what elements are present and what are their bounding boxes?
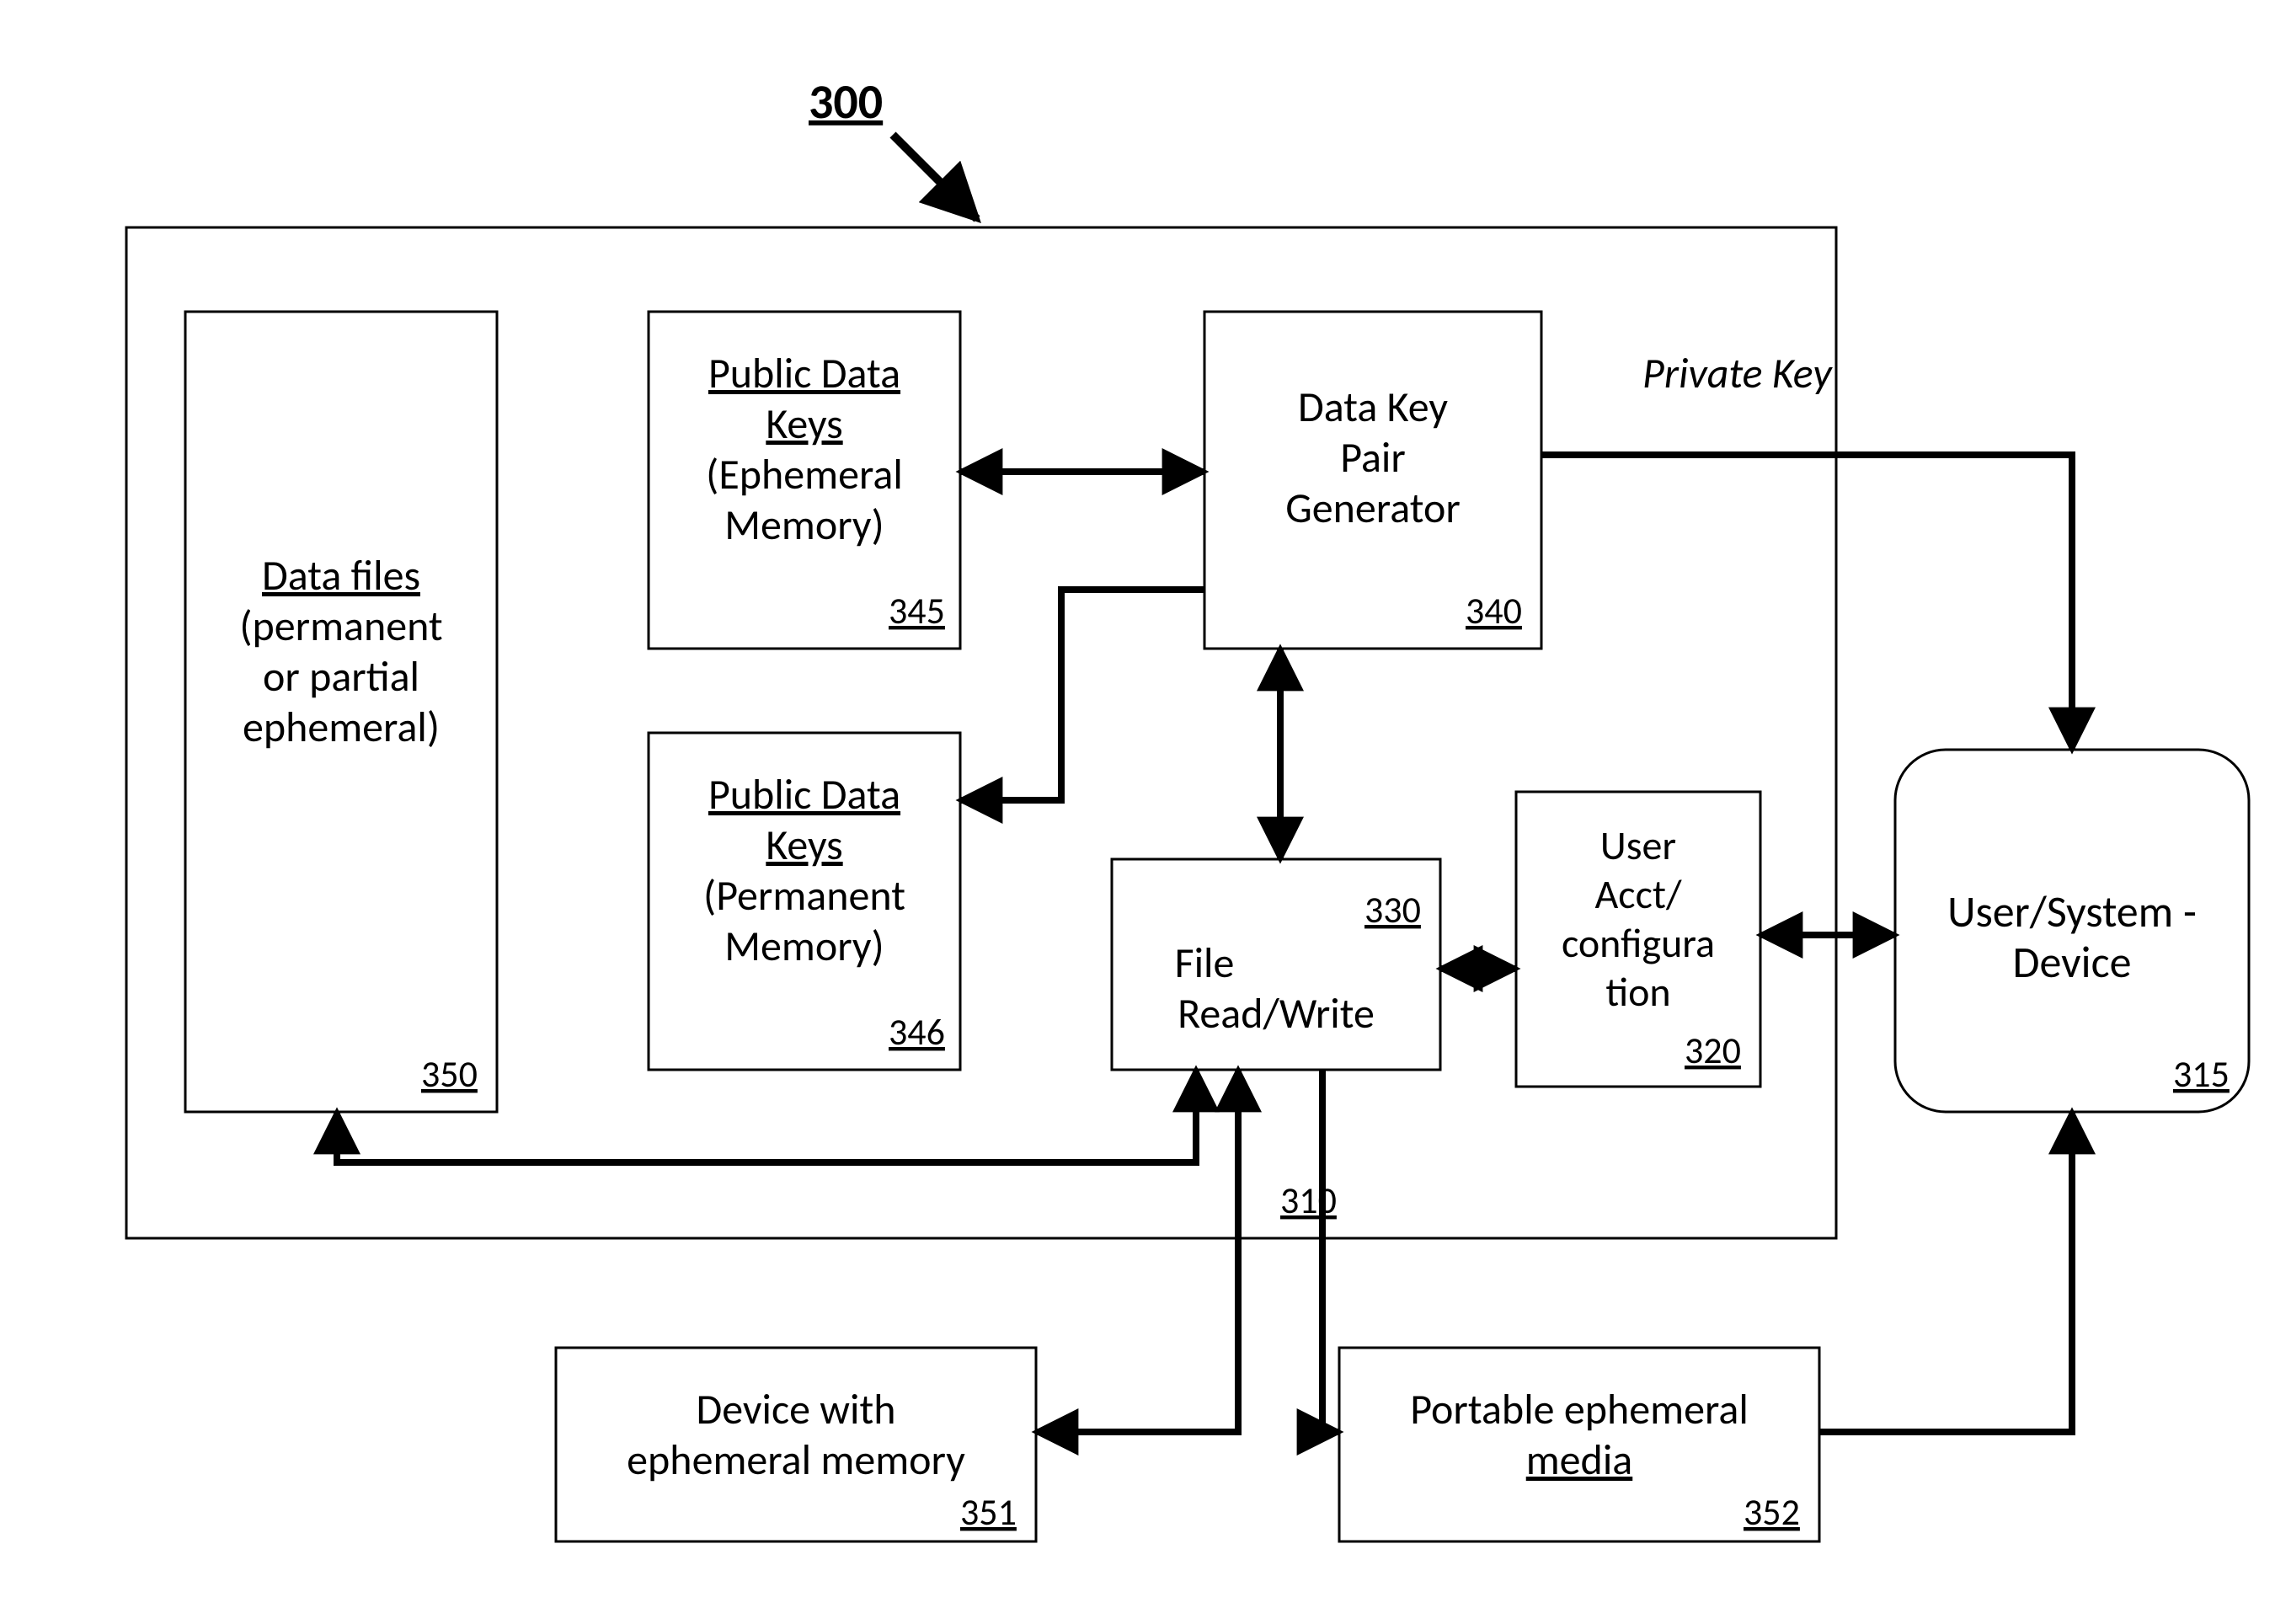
node-key-generator: Data Key Pair Generator 340 <box>1204 312 1541 649</box>
svg-text:352: 352 <box>1744 1489 1800 1535</box>
svg-text:Public Data: Public Data <box>708 348 900 399</box>
svg-text:350: 350 <box>421 1051 478 1097</box>
svg-text:320: 320 <box>1685 1028 1741 1073</box>
svg-text:330: 330 <box>1364 887 1421 932</box>
svg-text:(Permanent: (Permanent <box>703 870 905 922</box>
svg-text:media: media <box>1526 1434 1633 1486</box>
svg-text:345: 345 <box>889 588 945 633</box>
svg-text:346: 346 <box>889 1009 945 1055</box>
svg-text:Memory): Memory) <box>724 921 884 972</box>
node-data-files: Data files (permanent or partial ephemer… <box>185 312 497 1112</box>
svg-text:Data files: Data files <box>262 550 420 601</box>
svg-text:340: 340 <box>1466 588 1522 633</box>
node-user-device: User/System - Device 315 <box>1895 750 2249 1112</box>
node-public-keys-ephemeral: Public Data Keys (Ephemeral Memory) 345 <box>649 312 960 649</box>
svg-text:(permanent: (permanent <box>239 601 442 652</box>
title-ref: 300 <box>809 72 883 131</box>
svg-text:or partial: or partial <box>263 651 419 702</box>
svg-text:(Ephemeral: (Ephemeral <box>706 449 903 500</box>
svg-text:ephemeral): ephemeral) <box>243 702 440 753</box>
svg-text:Keys: Keys <box>766 398 842 450</box>
node-device-ephemeral: Device with ephemeral memory 351 <box>556 1348 1036 1541</box>
node-portable-media: Portable ephemeral media 352 <box>1339 1348 1819 1541</box>
svg-text:Public Data: Public Data <box>708 769 900 820</box>
svg-text:Read/Write: Read/Write <box>1178 988 1375 1039</box>
private-key-label: Private Key <box>1642 348 1833 399</box>
node-file-rw: File Read/Write 330 <box>1112 859 1440 1070</box>
svg-text:tion: tion <box>1605 967 1670 1017</box>
svg-text:Acct/: Acct/ <box>1595 869 1682 919</box>
svg-text:configura: configura <box>1562 918 1715 968</box>
svg-text:Generator: Generator <box>1285 483 1461 534</box>
svg-text:Portable ephemeral: Portable ephemeral <box>1410 1384 1749 1435</box>
svg-text:351: 351 <box>960 1489 1017 1535</box>
container-ref: 310 <box>1280 1178 1337 1223</box>
svg-text:File: File <box>1175 938 1235 989</box>
node-public-keys-permanent: Public Data Keys (Permanent Memory) 346 <box>649 733 960 1070</box>
svg-text:Memory): Memory) <box>724 499 884 551</box>
svg-text:ephemeral memory: ephemeral memory <box>627 1434 965 1486</box>
svg-text:Data Key: Data Key <box>1298 382 1448 433</box>
svg-text:User/System -: User/System - <box>1947 884 2197 938</box>
svg-text:Keys: Keys <box>766 820 842 871</box>
svg-text:Device: Device <box>2013 935 2132 989</box>
svg-text:Pair: Pair <box>1340 432 1406 483</box>
svg-text:315: 315 <box>2173 1051 2230 1097</box>
edge-352-315 <box>1819 1112 2072 1432</box>
title-arrow <box>893 135 977 219</box>
node-user-acct: User Acct/ configura tion 320 <box>1516 792 1760 1087</box>
svg-text:User: User <box>1600 820 1676 870</box>
svg-text:Device with: Device with <box>696 1384 895 1435</box>
